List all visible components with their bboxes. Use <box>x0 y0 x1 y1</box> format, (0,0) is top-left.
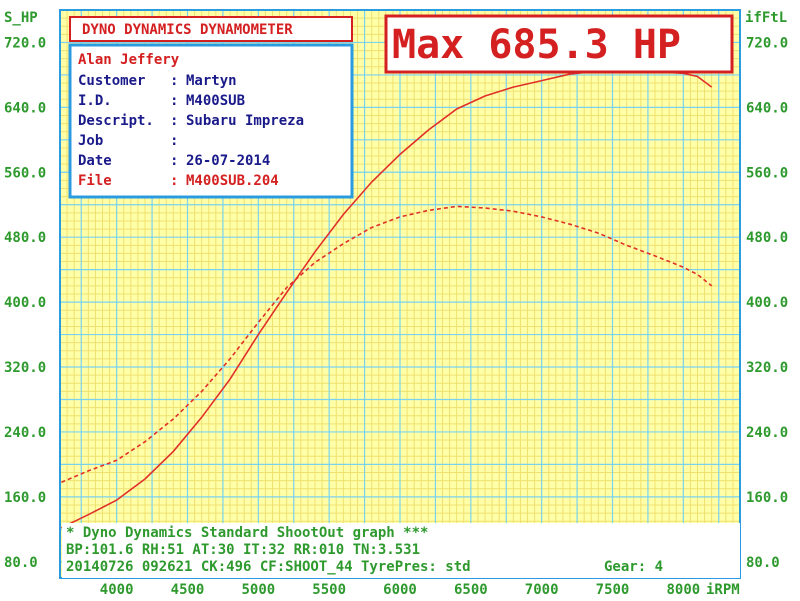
right-axis-label: ifFtL <box>745 10 787 26</box>
y-tick-label-left: 160.0 <box>4 490 46 506</box>
left-tick-labels: 80.0 160.0 240.0 320.0 400.0 480.0 560.0 640.0 7… <box>4 35 46 570</box>
y-tick-label-right: 400.0 <box>746 295 788 311</box>
y-tick-label-right: 320.0 <box>746 360 788 376</box>
y-tick-label-left: 240.0 <box>4 425 46 441</box>
x-tick-label: 8000 <box>666 582 700 598</box>
info-rows: Customer: Martyn I.D.: M400SUB Descript.: Sub… <box>78 73 304 189</box>
banner-box <box>69 16 353 42</box>
info-key: Customer <box>78 73 145 89</box>
info-value: M400SUB.204 <box>186 173 279 189</box>
x-tick-label: 4500 <box>171 582 205 598</box>
info-separator: : <box>170 73 178 89</box>
x-tick-labels: 4000 4500 5000 5500 6000 6500 7000 7500 8000 <box>100 582 700 598</box>
y-tick-label-left: 640.0 <box>4 100 46 116</box>
info-box <box>68 43 354 199</box>
info-key: Descript. <box>78 113 154 129</box>
info-separator: : <box>170 173 178 189</box>
right-tick-labels: 80.0 160.0 240.0 320.0 400.0 480.0 560.0 640.0 7… <box>746 35 788 570</box>
y-tick-label-left: 320.0 <box>4 360 46 376</box>
y-tick-label-left: 560.0 <box>4 165 46 181</box>
info-key: I.D. <box>78 93 112 109</box>
x-tick-label: 6000 <box>383 582 417 598</box>
info-value: Subaru Impreza <box>186 113 304 129</box>
footer-box <box>62 523 740 578</box>
max-hp-value: Max 685.3 HP <box>392 22 681 68</box>
info-separator: : <box>170 153 178 169</box>
gear-label: Gear: 4 <box>604 559 663 575</box>
y-tick-label-right: 640.0 <box>746 100 788 116</box>
max-hp-box <box>384 14 734 74</box>
y-tick-label-left: 400.0 <box>4 295 46 311</box>
x-tick-label: 5000 <box>241 582 275 598</box>
banner-title: DYNO DYNAMICS DYNAMOMETER <box>82 22 293 38</box>
left-axis-label: S_HP <box>4 10 38 26</box>
info-key: Job <box>78 133 103 149</box>
y-tick-label-right: 80.0 <box>746 555 780 571</box>
info-value: 26-07-2014 <box>186 153 270 169</box>
y-tick-label-left: 720.0 <box>4 35 46 51</box>
footer-line-2: BP:101.6 RH:51 AT:30 IT:32 RR:010 TN:3.5… <box>66 542 420 558</box>
info-separator: : <box>170 133 178 149</box>
x-tick-label: 6500 <box>454 582 488 598</box>
y-tick-label-left: 480.0 <box>4 230 46 246</box>
y-tick-label-right: 480.0 <box>746 230 788 246</box>
x-tick-label: 4000 <box>100 582 134 598</box>
x-tick-label: 7000 <box>525 582 559 598</box>
footer-line-3: 20140726 092621 CK:496 CF:SHOOT_44 TyreP… <box>66 559 471 575</box>
y-tick-label-left: 80.0 <box>4 555 38 571</box>
footer-line-1: * Dyno Dynamics Standard ShootOut graph … <box>66 525 428 541</box>
y-tick-label-right: 240.0 <box>746 425 788 441</box>
info-value: M400SUB <box>186 93 245 109</box>
y-tick-label-right: 720.0 <box>746 35 788 51</box>
x-axis-label: iRPM <box>706 582 740 598</box>
x-tick-label: 5500 <box>312 582 346 598</box>
y-tick-label-right: 560.0 <box>746 165 788 181</box>
operator-name: Alan Jeffery <box>78 52 180 68</box>
info-key: Date <box>78 153 112 169</box>
info-separator: : <box>170 113 178 129</box>
info-separator: : <box>170 93 178 109</box>
y-tick-label-right: 160.0 <box>746 490 788 506</box>
info-key: File <box>78 173 112 189</box>
info-value: Martyn <box>186 73 237 89</box>
x-tick-label: 7500 <box>596 582 630 598</box>
series-line-2 <box>61 205 713 484</box>
